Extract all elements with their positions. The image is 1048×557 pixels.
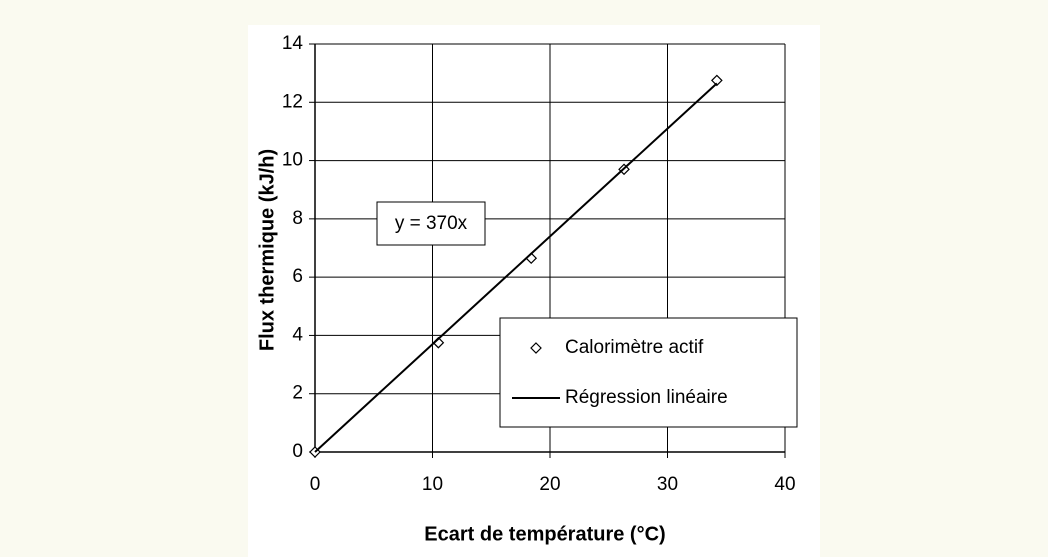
x-tick-label: 20 bbox=[539, 474, 560, 495]
x-tick-label: 10 bbox=[422, 474, 443, 495]
chart-background bbox=[248, 25, 820, 557]
y-tick-label: 6 bbox=[292, 266, 303, 287]
legend-label: Calorimètre actif bbox=[565, 337, 704, 358]
x-tick-label: 30 bbox=[657, 474, 678, 495]
y-tick-label: 4 bbox=[292, 324, 303, 345]
y-tick-label: 0 bbox=[292, 441, 303, 462]
legend-box bbox=[499, 317, 798, 428]
annotation-box bbox=[376, 201, 486, 246]
y-tick-label: 2 bbox=[292, 383, 303, 404]
y-axis-label: Flux thermique (kJ/h) bbox=[256, 149, 278, 351]
regression-line bbox=[314, 82, 718, 453]
legend-swatch bbox=[530, 342, 542, 354]
y-tick-label: 14 bbox=[282, 33, 304, 54]
y-tick-label: 12 bbox=[282, 91, 303, 112]
legend-label: Régression linéaire bbox=[565, 387, 728, 408]
data-point bbox=[711, 74, 723, 87]
x-tick-label: 0 bbox=[310, 474, 321, 495]
y-tick-label: 10 bbox=[282, 150, 303, 171]
y-tick-label: 8 bbox=[292, 208, 303, 229]
x-axis-label: Ecart de température (°C) bbox=[424, 523, 665, 545]
annotation: y = 370x bbox=[395, 213, 468, 234]
x-tick-label: 40 bbox=[774, 474, 795, 495]
